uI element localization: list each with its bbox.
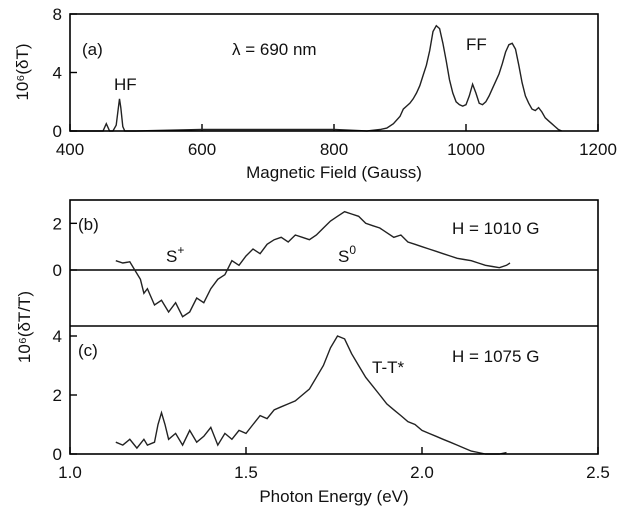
panel-b-series-line <box>115 210 511 318</box>
panel-a-xtick-label: 400 <box>56 140 84 159</box>
panel-c-xtick-label: 2.0 <box>410 463 434 482</box>
panel-b-splus-s: S <box>166 247 177 266</box>
panel-b-ytick-label: 2 <box>53 214 62 233</box>
panel-b-ticks <box>70 222 77 271</box>
panel-bc-frame <box>69 199 599 455</box>
panel-c-xtick-label: 1.5 <box>234 463 258 482</box>
panel-a-tick-labels: 400 600 800 1000 1200 0 4 8 <box>53 5 617 159</box>
panel-a-ytick-label: 4 <box>53 64 62 83</box>
panel-a-label: (a) <box>82 40 103 59</box>
panel-b-szero-sup: 0 <box>349 243 356 257</box>
panel-a-ytick-label: 8 <box>53 5 62 24</box>
panel-a-xlabel: Magnetic Field (Gauss) <box>246 163 422 182</box>
panel-c-tt-label: T-T* <box>372 358 404 377</box>
panel-b-splus: S+ <box>166 243 184 266</box>
panel-a-ylabel: 10⁶(δT) <box>13 43 32 100</box>
panel-b-label: (b) <box>78 215 99 234</box>
panel-bc: (b) H = 1010 G S+ S0 (c) H = 1075 G T-T*… <box>15 199 610 506</box>
panel-c-ytick-label: 2 <box>53 386 62 405</box>
panel-c-xlabel: Photon Energy (eV) <box>259 487 408 506</box>
panel-a-ff-label: FF <box>466 35 487 54</box>
panel-a-hf-label: HF <box>114 75 137 94</box>
panel-b-splus-sup: + <box>177 243 184 257</box>
panel-bc-tick-labels: 0 2 1.0 1.5 2.0 2.5 0 2 4 <box>53 214 610 482</box>
panel-c-ytick-label: 0 <box>53 445 62 464</box>
panel-b-ytick-label: 0 <box>53 261 62 280</box>
panel-a-ticks <box>69 13 599 132</box>
panel-b-szero: S0 <box>338 243 356 266</box>
panel-c-ytick-label: 4 <box>53 327 62 346</box>
panel-a-xtick-label: 600 <box>188 140 216 159</box>
panel-b-field: H = 1010 G <box>452 219 539 238</box>
panel-c-label: (c) <box>78 341 98 360</box>
panel-a-xtick-label: 800 <box>320 140 348 159</box>
panel-b-szero-s: S <box>338 247 349 266</box>
panel-c-series-line <box>115 335 507 455</box>
panel-a-wavelength: λ = 690 nm <box>232 40 317 59</box>
panel-a-frame <box>69 13 599 132</box>
panel-c-field: H = 1075 G <box>452 347 539 366</box>
panel-a: (a) λ = 690 nm HF FF Magnetic Field (Gau… <box>13 5 617 182</box>
panel-a-ytick-label: 0 <box>53 122 62 141</box>
panel-bc-ylabel: 10⁶(δT/T) <box>15 291 34 363</box>
panel-c-xtick-label: 1.0 <box>58 463 82 482</box>
panel-a-xtick-label: 1000 <box>447 140 485 159</box>
panel-c-xtick-label: 2.5 <box>586 463 610 482</box>
panel-a-xtick-label: 1200 <box>579 140 617 159</box>
